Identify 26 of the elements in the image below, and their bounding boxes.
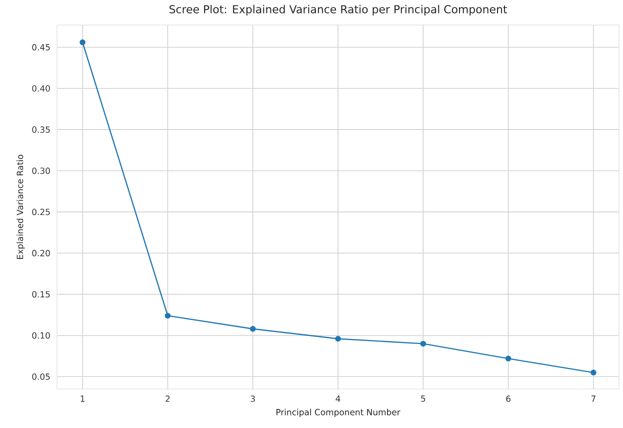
y-tick-label: 0.10 [32, 332, 50, 339]
point [420, 340, 426, 347]
point [250, 326, 256, 332]
y-tick-label: 0.30 [32, 168, 50, 174]
y-tick-label: 0.45 [32, 44, 50, 50]
y-tick-label: 0.35 [32, 126, 50, 133]
x-tick-label: 5 [421, 396, 426, 402]
y-tick-label: 0.25 [32, 208, 50, 216]
point [505, 356, 512, 362]
x-tick-label: 2 [166, 396, 170, 402]
x-tick-label: 7 [591, 396, 596, 402]
x-tick-label: 4 [336, 396, 340, 402]
y-tick-label: 0.15 [32, 291, 50, 298]
y-tick-label: 0.05 [32, 373, 50, 380]
x-axis-title: Principal Component Number [276, 408, 400, 417]
x-tick-label: 3 [250, 396, 255, 402]
point [590, 370, 596, 376]
point [164, 312, 171, 319]
x-tick-label: 6 [506, 396, 510, 402]
y-axis-title: Explained Variance Ratio [16, 154, 25, 259]
y-tick-label: 0.20 [32, 250, 50, 256]
y-tick-label: 0.40 [32, 85, 50, 92]
point [335, 336, 341, 342]
point [80, 39, 86, 46]
x-tick-label: 1 [80, 396, 84, 402]
chart-title: Scree Plot: Explained Variance Ratio per Principal Component [170, 4, 507, 16]
